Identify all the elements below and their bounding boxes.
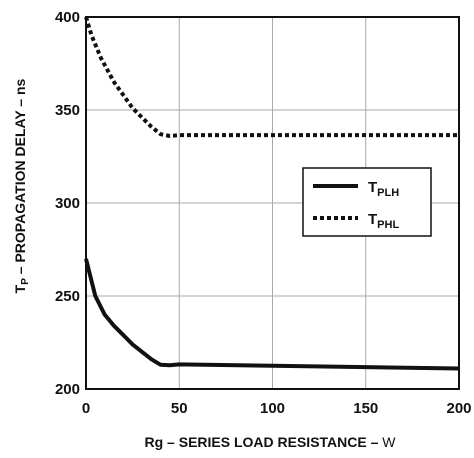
y-tick-label: 200 — [55, 381, 80, 398]
y-axis-title: TP – PROPAGATION DELAY – ns — [12, 78, 31, 293]
series-line-t-plh — [84, 258, 460, 371]
x-tick-label: 150 — [353, 400, 378, 417]
legend: TPLH TPHL — [302, 167, 432, 237]
x-tick-label: 50 — [171, 400, 188, 417]
y-tick-label: 350 — [55, 102, 80, 119]
y-tick-label: 250 — [55, 288, 80, 305]
y-tick-label: 300 — [55, 195, 80, 212]
x-tick-label: 100 — [260, 400, 285, 417]
plot-frame — [85, 16, 460, 390]
x-tick-labels: 0 50 100 150 200 — [82, 400, 472, 417]
legend-box — [302, 167, 432, 237]
y-tick-labels: 200 250 300 350 400 — [55, 9, 80, 398]
series-line-t-phl — [84, 16, 459, 138]
x-axis-title: Rg – SERIES LOAD RESISTANCE – W — [145, 434, 397, 450]
x-tick-label: 0 — [82, 400, 90, 417]
legend-label-phl: TPHL — [368, 211, 399, 231]
legend-label-plh: TPLH — [368, 179, 399, 199]
y-tick-label: 400 — [55, 9, 80, 26]
series-layer — [84, 16, 460, 371]
x-tick-label: 200 — [446, 400, 471, 417]
